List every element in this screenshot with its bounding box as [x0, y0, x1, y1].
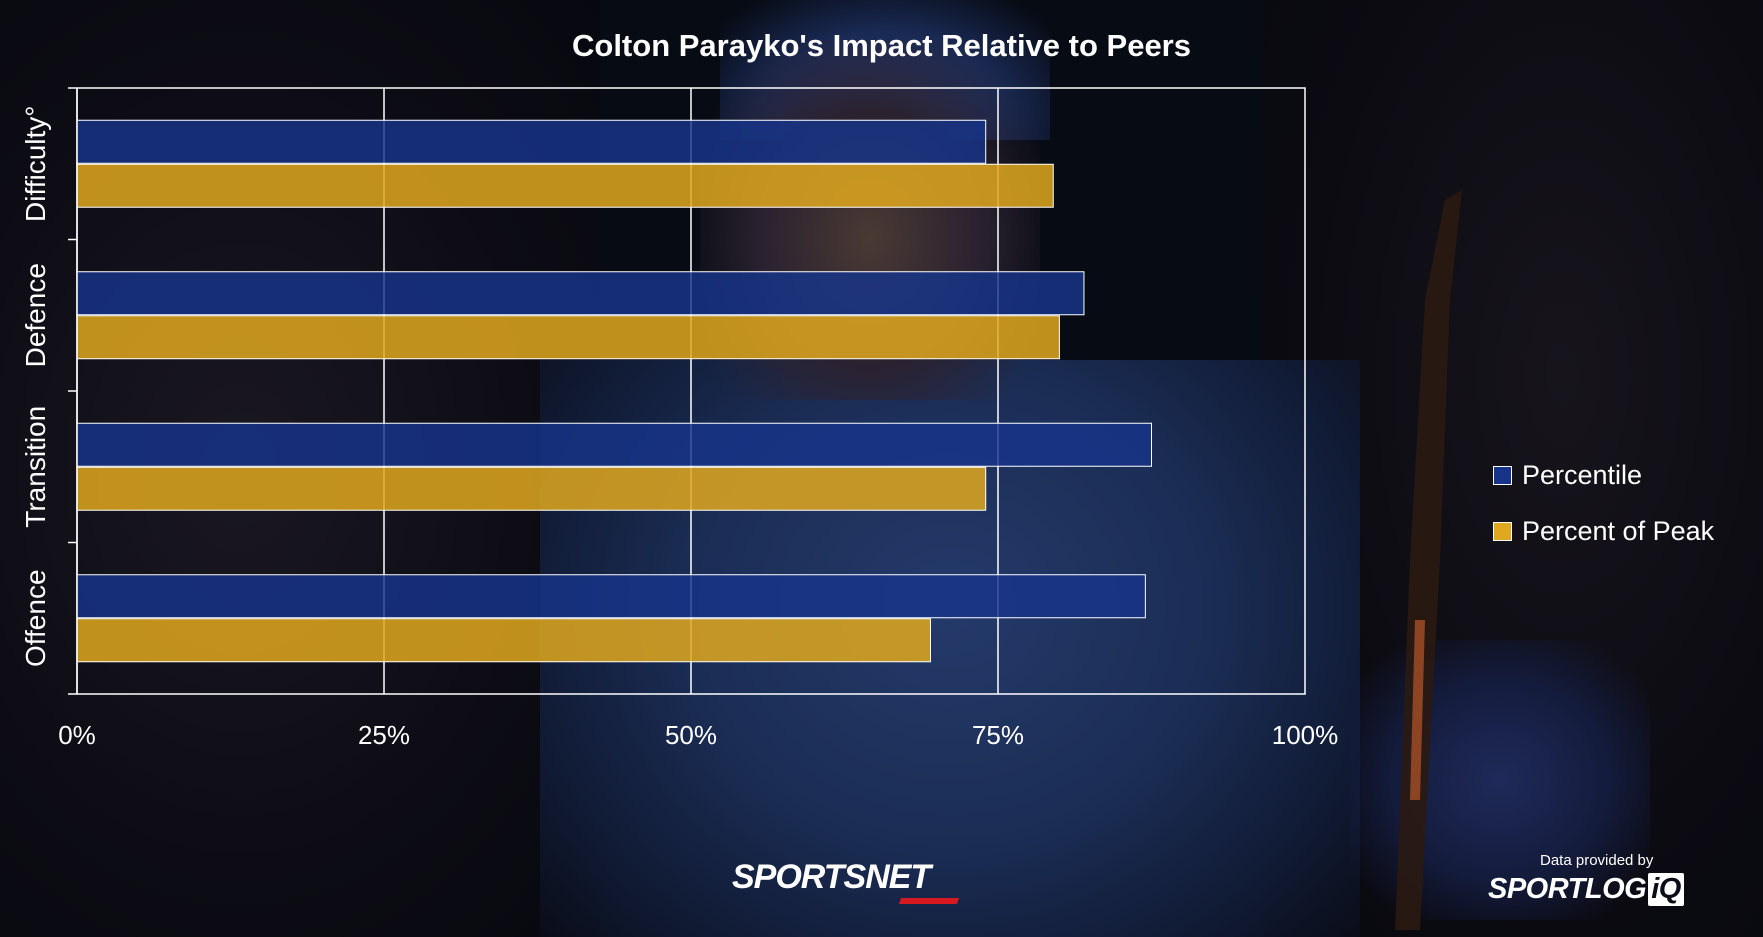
data-credit: Data provided by SPORTLOG iQ — [1488, 852, 1708, 906]
sportlogiq-logo-main: SPORTLOG — [1488, 873, 1647, 905]
legend-swatch-percent-of-peak — [1493, 521, 1512, 541]
x-tick-label-3: 75% — [972, 720, 1024, 750]
category-label-difficulty: Difficulty° — [20, 106, 51, 222]
bar-defence-percent-of-peak — [76, 315, 1060, 360]
legend-item-percent-of-peak: Percent of Peak — [1493, 516, 1714, 546]
x-tick-label-2: 50% — [665, 720, 717, 750]
y-axis-category-labels: Difficulty° Defence Transition Offence — [20, 106, 51, 668]
y-axis — [68, 87, 78, 695]
legend-label-percent-of-peak: Percent of Peak — [1522, 515, 1715, 546]
bar-transition-percentile — [76, 422, 1152, 467]
x-tick-label-1: 25% — [358, 720, 410, 750]
legend-item-percentile: Percentile — [1493, 460, 1714, 490]
x-tick-label-0: 0% — [58, 720, 96, 750]
category-label-defence: Defence — [20, 263, 51, 367]
category-label-transition: Transition — [20, 406, 51, 528]
bar-offence-percent-of-peak — [76, 618, 931, 663]
x-axis-tick-labels: 0% 25% 50% 75% 100% — [58, 720, 1338, 750]
sportsnet-logo: SPORTSNET — [732, 858, 960, 904]
sportsnet-logo-swoosh — [898, 898, 960, 904]
legend-label-percentile: Percentile — [1522, 459, 1643, 490]
sportlogiq-logo: SPORTLOG iQ — [1488, 873, 1708, 906]
legend: Percentile Percent of Peak — [1493, 460, 1714, 572]
bar-difficulty-percentile — [76, 119, 987, 164]
sportsnet-logo-text: SPORTSNET — [732, 858, 931, 896]
bar-defence-percentile — [76, 271, 1085, 316]
x-tick-label-4: 100% — [1272, 720, 1339, 750]
chart-title: Colton Parayko's Impact Relative to Peer… — [572, 28, 1191, 63]
bar-transition-percent-of-peak — [76, 466, 987, 511]
bar-offence-percentile — [76, 574, 1146, 619]
bar-difficulty-percent-of-peak — [76, 163, 1054, 208]
sportlogiq-logo-iq: iQ — [1648, 873, 1684, 906]
bars — [76, 119, 1152, 663]
category-label-offence: Offence — [20, 569, 51, 667]
legend-swatch-percentile — [1493, 465, 1512, 485]
credit-text: Data provided by — [1540, 852, 1654, 869]
